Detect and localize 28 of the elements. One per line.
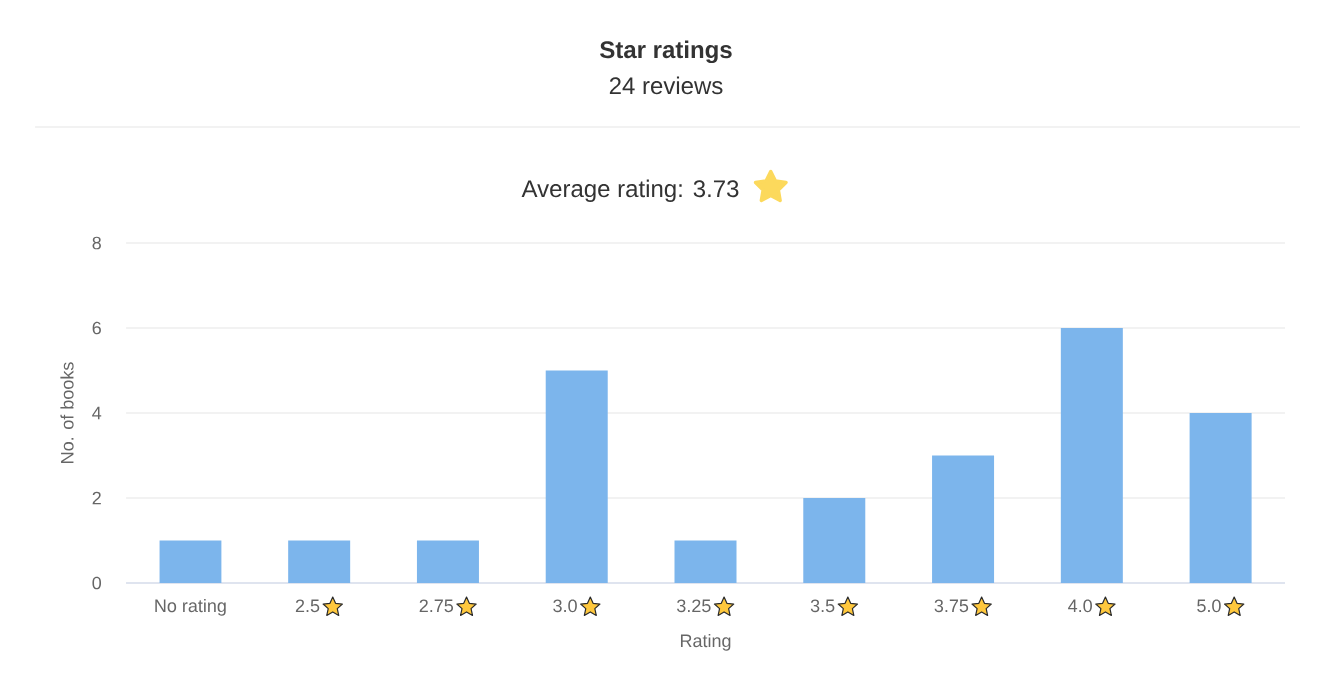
- x-tick-label: 2.75: [419, 599, 454, 613]
- x-tick-label: No rating: [155, 598, 226, 616]
- x-tick-label: 2.5: [295, 599, 320, 613]
- bar: [159, 540, 222, 583]
- bar: [674, 540, 737, 583]
- x-tick-label: 3.0: [553, 599, 577, 613]
- chart-title: Star ratings: [600, 40, 732, 64]
- x-tick-label: 3.5: [810, 599, 835, 613]
- x-tick-label: 4.0: [1068, 599, 1092, 613]
- bar: [416, 540, 479, 583]
- x-tick-label: 5.0: [1197, 599, 1221, 613]
- y-tick-label: 8: [92, 236, 101, 250]
- y-tick-label: 6: [92, 321, 101, 335]
- text: Average rating: 3.73: [521, 179, 739, 202]
- x-tick-label: 3.25: [677, 599, 711, 613]
- bar: [1189, 413, 1252, 583]
- chart-subtitle: 24 reviews: [609, 76, 723, 95]
- bar: [288, 540, 351, 583]
- y-tick-label: 4: [92, 406, 102, 420]
- bar: [932, 455, 995, 583]
- bar: [545, 370, 608, 583]
- x-axis-title: Rating: [680, 633, 731, 651]
- bar: [1060, 328, 1123, 583]
- y-tick-label: 2: [92, 491, 101, 505]
- y-axis-title: No. of books: [60, 362, 74, 463]
- bar: [803, 498, 866, 583]
- x-tick-label: 3.75: [934, 599, 969, 613]
- y-tick-label: 0: [92, 576, 102, 590]
